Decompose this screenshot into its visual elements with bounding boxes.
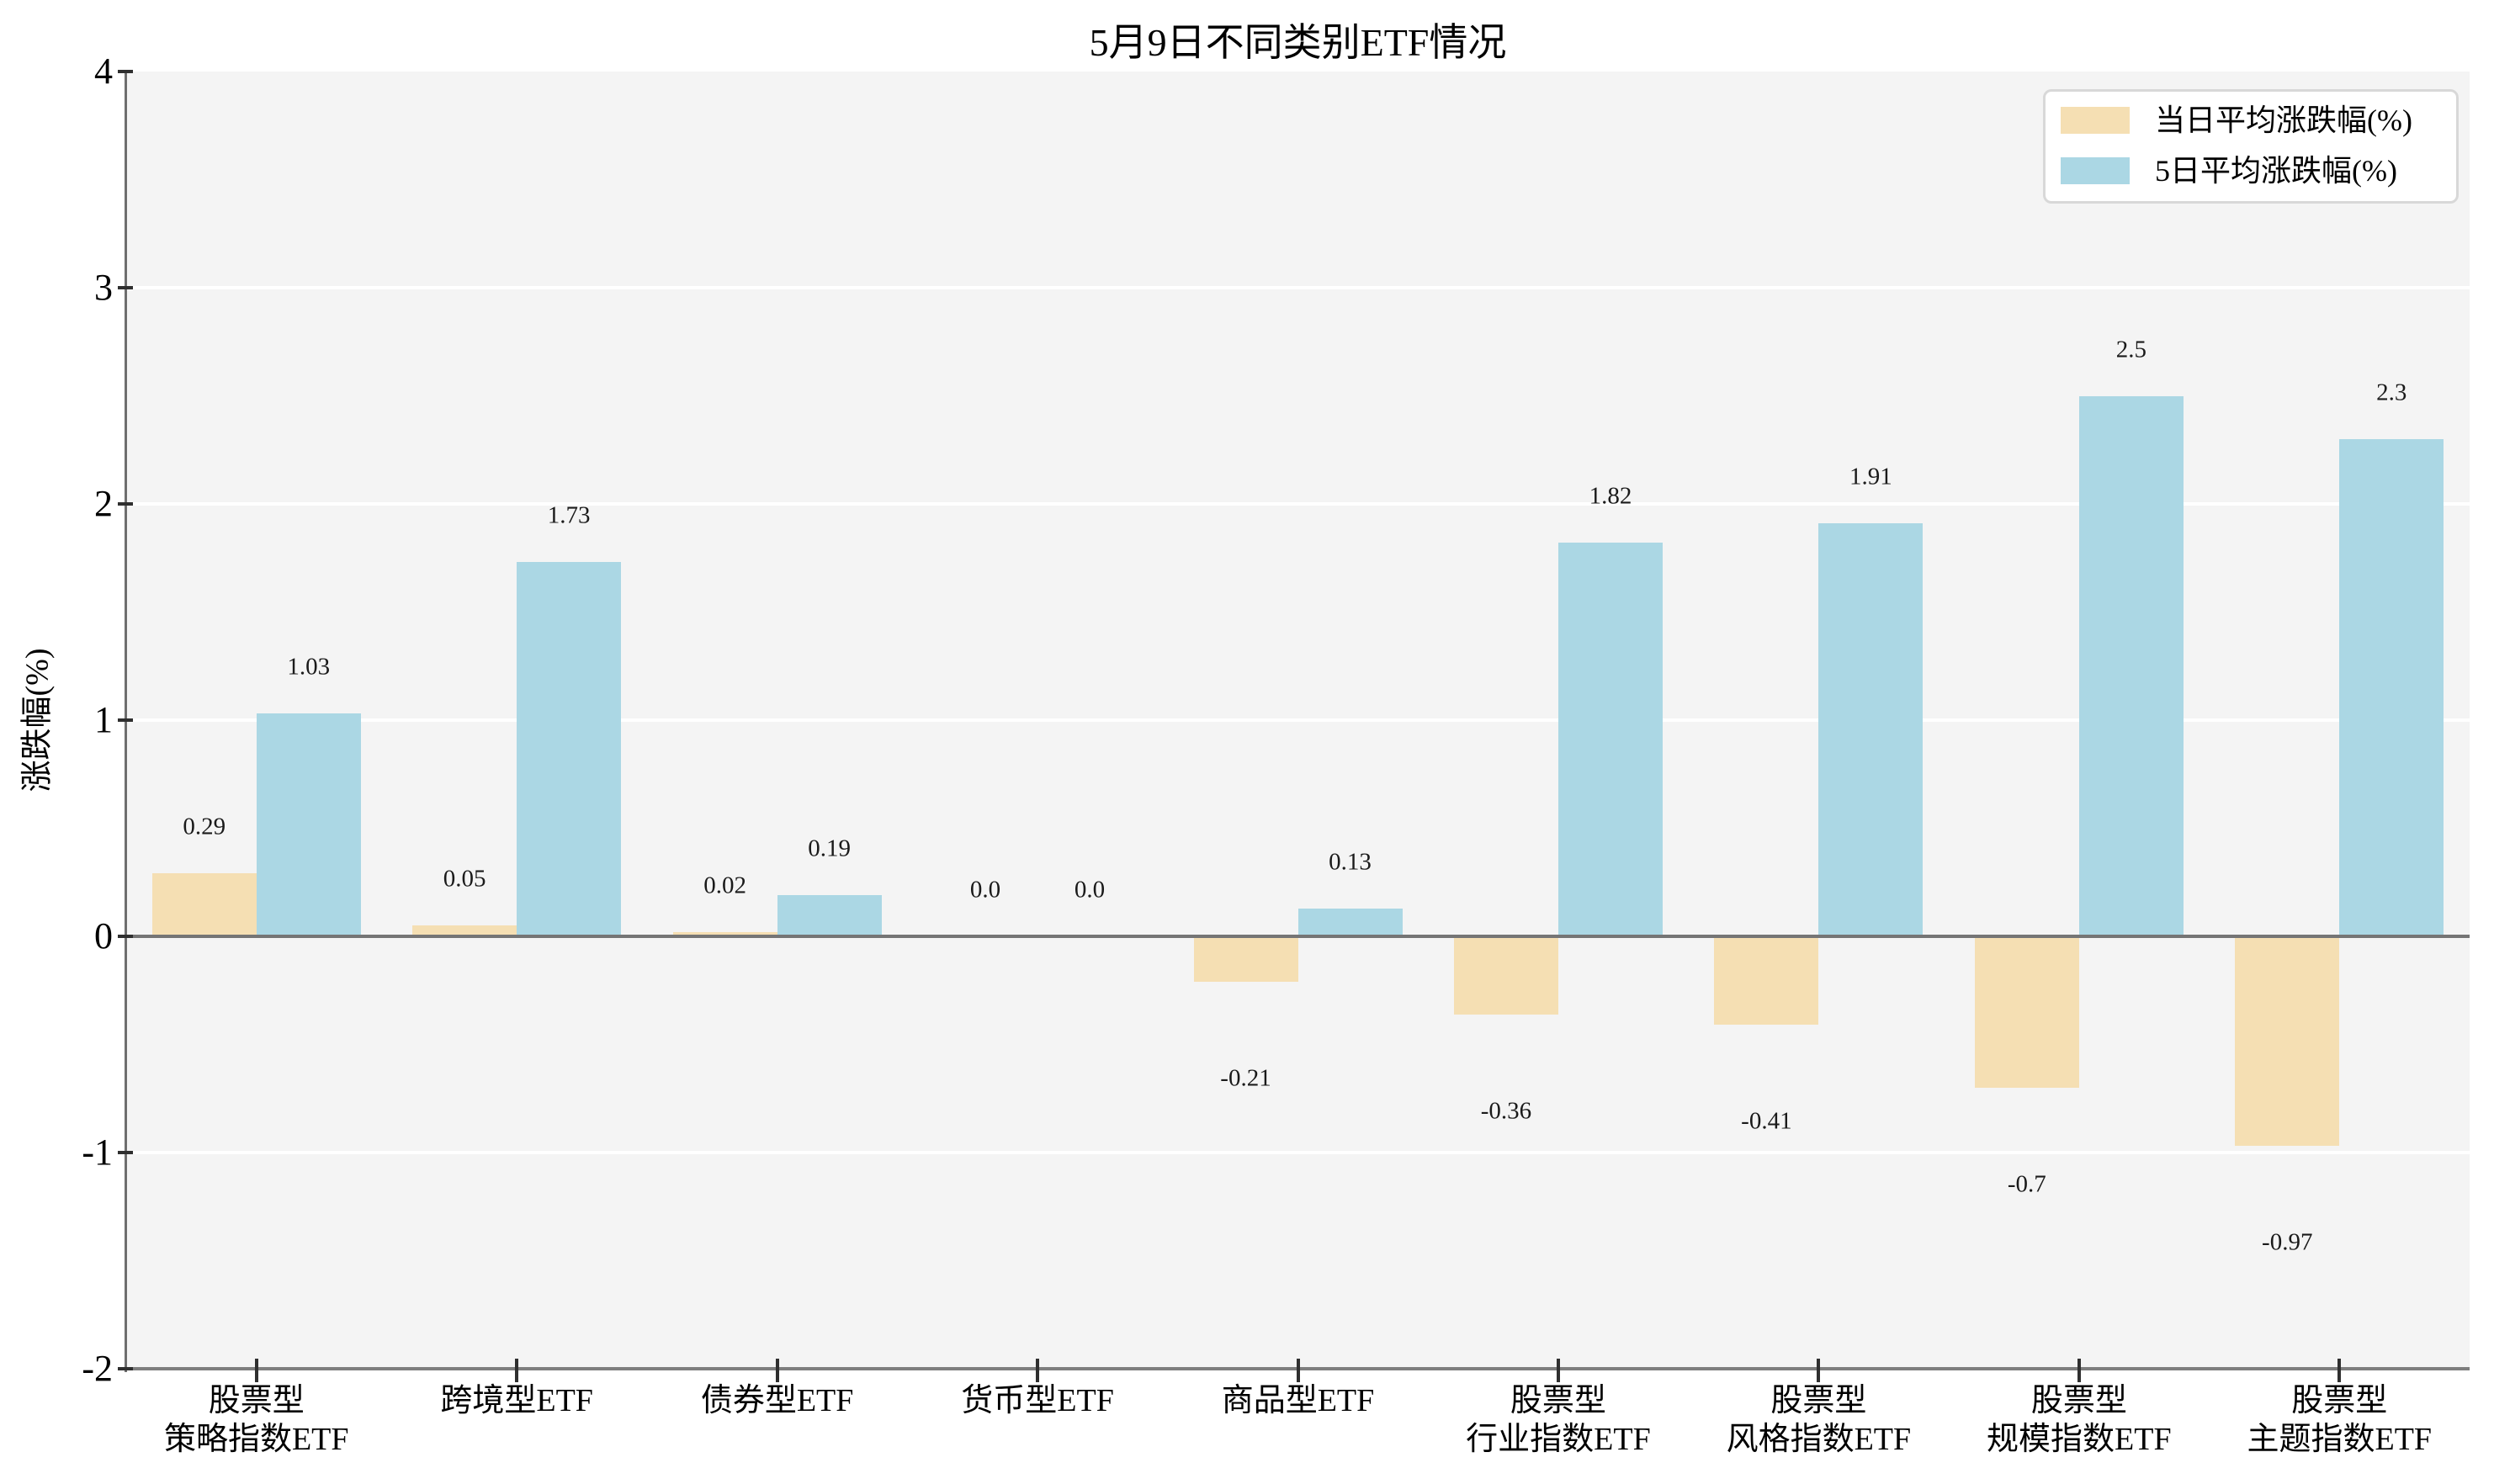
bar-series-0-cat-1	[412, 925, 517, 936]
x-axis-tick-2	[775, 1359, 779, 1382]
bar-series-1-cat-1	[517, 562, 622, 936]
x-tick-label-4: 商品型ETF	[1221, 1383, 1375, 1418]
bar-value-label-series-0-cat-8: -0.97	[2262, 1228, 2313, 1256]
bar-series-0-cat-7	[1974, 936, 2079, 1088]
bar-series-0-cat-8	[2235, 936, 2340, 1147]
bar-value-label-series-1-cat-3: 0.0	[1074, 876, 1106, 904]
x-axis-tick-8	[2337, 1359, 2342, 1382]
bar-value-label-series-1-cat-2: 0.19	[808, 835, 851, 862]
bar-value-label-series-1-cat-0: 1.03	[287, 653, 331, 681]
bar-series-1-cat-5	[1557, 543, 1663, 936]
x-tick-label-0: 股票型 策略指数ETF	[163, 1383, 349, 1457]
bar-series-0-cat-6	[1714, 936, 1819, 1026]
y-axis-tick-1	[118, 718, 133, 722]
y-tick-label-4: 4	[94, 50, 113, 92]
x-axis-tick-0	[254, 1359, 258, 1382]
legend-label-series-1: 5日平均涨跌幅(%)	[2155, 154, 2397, 188]
x-tick-label-6: 股票型 风格指数ETF	[1726, 1383, 1912, 1457]
bar-series-1-cat-2	[777, 895, 882, 936]
x-axis-tick-1	[515, 1359, 519, 1382]
bar-value-label-series-0-cat-4: -0.21	[1220, 1064, 1271, 1092]
y-axis-tick-0	[118, 935, 133, 938]
y-tick-label-2: 2	[94, 483, 113, 524]
bar-value-label-series-1-cat-5: 1.82	[1589, 482, 1632, 510]
y-axis-spine	[125, 72, 127, 1372]
y-axis-tick-2	[118, 502, 133, 506]
x-axis-tick-3	[1036, 1359, 1040, 1382]
x-tick-label-1: 跨境型ETF	[440, 1383, 593, 1418]
y-axis-tick--2	[118, 1367, 133, 1370]
x-tick-label-5: 股票型 行业指数ETF	[1466, 1383, 1651, 1457]
x-tick-label-7: 股票型 规模指数ETF	[1987, 1383, 2172, 1457]
bar-value-label-series-0-cat-3: 0.0	[969, 876, 1001, 904]
gridline-y-1	[126, 1151, 2470, 1154]
bar-series-1-cat-0	[256, 713, 361, 936]
bar-series-1-cat-4	[1297, 908, 1403, 936]
bar-series-0-cat-0	[151, 873, 257, 936]
y-axis-tick-4	[118, 70, 133, 73]
legend-swatch-series-0	[2061, 107, 2130, 134]
gridline-y3	[126, 286, 2470, 289]
bar-value-label-series-1-cat-4: 0.13	[1329, 848, 1372, 876]
legend: 当日平均涨跌幅(%) 5日平均涨跌幅(%)	[2043, 89, 2459, 204]
chart-title: 5月9日不同类别ETF情况	[1089, 21, 1507, 64]
legend-swatch-series-1	[2061, 157, 2130, 184]
bar-value-label-series-0-cat-1: 0.05	[443, 865, 486, 893]
y-tick-label-3: 3	[94, 267, 113, 308]
x-axis-tick-6	[1817, 1359, 1821, 1382]
y-tick-label--2: -2	[82, 1348, 113, 1389]
bar-series-1-cat-6	[1818, 523, 1924, 936]
bar-value-label-series-0-cat-5: -0.36	[1480, 1097, 1532, 1125]
x-axis-tick-5	[1556, 1359, 1560, 1382]
zero-line	[126, 935, 2470, 938]
y-tick-label--1: -1	[82, 1132, 113, 1173]
y-axis-tick-3	[118, 286, 133, 289]
bar-value-label-series-1-cat-1: 1.73	[547, 501, 591, 529]
y-tick-label-0: 0	[94, 915, 113, 957]
bar-series-0-cat-5	[1453, 936, 1558, 1015]
gridline-y2	[126, 502, 2470, 506]
bar-series-1-cat-8	[2339, 438, 2444, 936]
legend-label-series-0: 当日平均涨跌幅(%)	[2155, 103, 2412, 137]
bar-series-1-cat-7	[2078, 395, 2184, 936]
bar-value-label-series-0-cat-2: 0.02	[703, 872, 746, 899]
x-axis-tick-7	[2077, 1359, 2081, 1382]
x-tick-label-3: 货币型ETF	[961, 1383, 1114, 1418]
y-axis-tick--1	[118, 1151, 133, 1154]
bar-value-label-series-1-cat-7: 2.5	[2115, 336, 2146, 363]
bar-series-0-cat-2	[672, 931, 777, 936]
x-axis-tick-4	[1296, 1359, 1300, 1382]
bar-value-label-series-1-cat-8: 2.3	[2376, 379, 2407, 406]
bar-series-0-cat-4	[1193, 936, 1298, 982]
x-tick-label-2: 债券型ETF	[700, 1383, 854, 1418]
y-tick-label-1: 1	[94, 699, 113, 740]
gridline-y1	[126, 718, 2470, 722]
legend-row-series-1: 5日平均涨跌幅(%)	[2061, 154, 2397, 188]
x-tick-label-8: 股票型 主题指数ETF	[2247, 1383, 2433, 1457]
bar-value-label-series-0-cat-0: 0.29	[183, 813, 226, 840]
legend-row-series-0: 当日平均涨跌幅(%)	[2061, 103, 2412, 137]
bar-value-label-series-0-cat-7: -0.7	[2007, 1170, 2046, 1198]
bar-value-label-series-1-cat-6: 1.91	[1849, 463, 1892, 490]
bar-value-label-series-0-cat-6: -0.41	[1741, 1107, 1792, 1135]
